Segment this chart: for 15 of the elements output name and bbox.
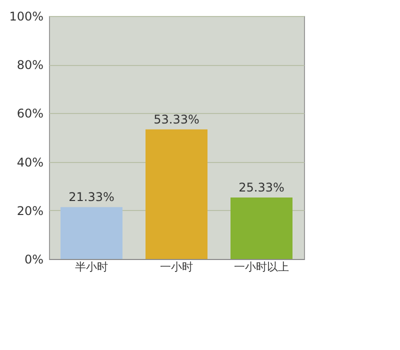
y-tick-label: 20% <box>16 204 44 218</box>
data-label: 53.33% <box>154 112 200 126</box>
x-tick-label: 一小时以上 <box>234 260 289 274</box>
y-tick-label: 40% <box>16 155 44 170</box>
x-tick-label: 一小时 <box>160 260 193 274</box>
bar <box>230 197 292 259</box>
bar <box>60 207 122 259</box>
y-tick-label: 100% <box>9 10 44 24</box>
y-tick-label: 0% <box>24 252 44 266</box>
x-tick-label: 半小时 <box>75 260 108 274</box>
data-label: 25.33% <box>238 180 284 194</box>
data-label: 21.33% <box>68 190 114 204</box>
y-tick-label: 60% <box>16 106 44 121</box>
bar <box>146 129 208 259</box>
y-tick-label: 80% <box>16 58 44 72</box>
